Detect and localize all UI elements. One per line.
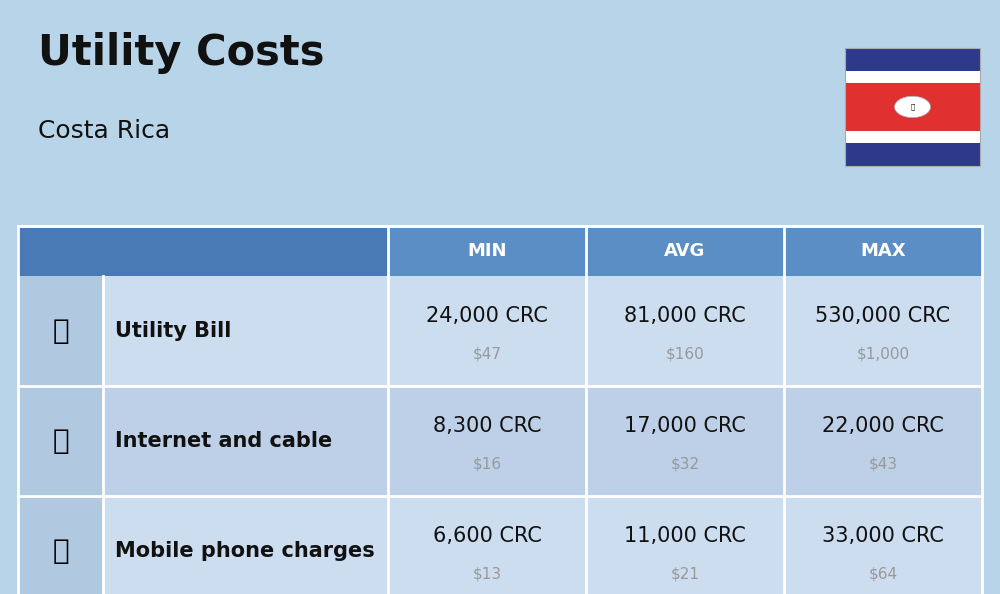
FancyBboxPatch shape bbox=[845, 83, 980, 131]
Text: AVG: AVG bbox=[664, 242, 706, 260]
FancyBboxPatch shape bbox=[18, 386, 103, 496]
Circle shape bbox=[895, 96, 930, 118]
Text: $1,000: $1,000 bbox=[856, 346, 910, 361]
Text: 11,000 CRC: 11,000 CRC bbox=[624, 526, 746, 546]
Text: 📱: 📱 bbox=[52, 537, 69, 565]
Text: Mobile phone charges: Mobile phone charges bbox=[115, 541, 375, 561]
FancyBboxPatch shape bbox=[845, 71, 980, 83]
Text: 🌿: 🌿 bbox=[910, 103, 915, 110]
Text: Utility Bill: Utility Bill bbox=[115, 321, 231, 341]
FancyBboxPatch shape bbox=[18, 226, 388, 276]
Text: 17,000 CRC: 17,000 CRC bbox=[624, 416, 746, 436]
Text: 24,000 CRC: 24,000 CRC bbox=[426, 307, 548, 326]
FancyBboxPatch shape bbox=[18, 276, 103, 386]
FancyBboxPatch shape bbox=[18, 496, 103, 594]
Text: 🔧: 🔧 bbox=[52, 317, 69, 345]
Text: 81,000 CRC: 81,000 CRC bbox=[624, 307, 746, 326]
FancyBboxPatch shape bbox=[845, 131, 980, 143]
Text: $64: $64 bbox=[868, 566, 898, 581]
Text: $16: $16 bbox=[472, 456, 502, 471]
Text: $47: $47 bbox=[473, 346, 502, 361]
Text: $13: $13 bbox=[472, 566, 502, 581]
Text: 📡: 📡 bbox=[52, 427, 69, 455]
FancyBboxPatch shape bbox=[845, 48, 980, 71]
Text: 33,000 CRC: 33,000 CRC bbox=[822, 526, 944, 546]
Text: MIN: MIN bbox=[467, 242, 507, 260]
FancyBboxPatch shape bbox=[18, 496, 982, 594]
FancyBboxPatch shape bbox=[18, 226, 982, 276]
Text: MAX: MAX bbox=[860, 242, 906, 260]
Text: $43: $43 bbox=[868, 456, 898, 471]
Text: $160: $160 bbox=[666, 346, 704, 361]
FancyBboxPatch shape bbox=[18, 276, 982, 386]
FancyBboxPatch shape bbox=[18, 386, 982, 496]
Text: 22,000 CRC: 22,000 CRC bbox=[822, 416, 944, 436]
Text: 8,300 CRC: 8,300 CRC bbox=[433, 416, 541, 436]
Text: $32: $32 bbox=[670, 456, 700, 471]
Text: $21: $21 bbox=[670, 566, 700, 581]
FancyBboxPatch shape bbox=[845, 143, 980, 166]
Text: Internet and cable: Internet and cable bbox=[115, 431, 332, 451]
Text: Utility Costs: Utility Costs bbox=[38, 33, 324, 74]
Text: 530,000 CRC: 530,000 CRC bbox=[815, 307, 951, 326]
Text: 6,600 CRC: 6,600 CRC bbox=[433, 526, 541, 546]
Text: Costa Rica: Costa Rica bbox=[38, 119, 170, 143]
